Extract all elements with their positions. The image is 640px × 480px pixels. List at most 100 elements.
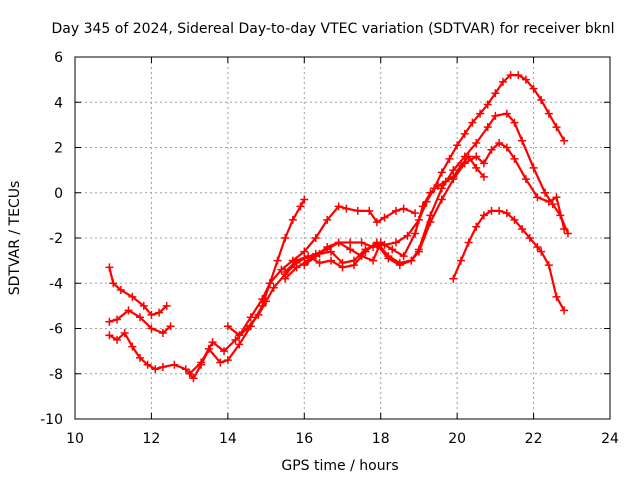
data-point bbox=[479, 159, 488, 168]
data-point bbox=[147, 324, 156, 333]
data-point bbox=[426, 218, 435, 227]
x-tick-labels: 10 12 14 16 18 20 22 24 bbox=[66, 431, 619, 447]
data-point bbox=[128, 342, 137, 351]
data-point bbox=[537, 247, 546, 256]
data-point bbox=[510, 215, 519, 224]
data-point bbox=[560, 224, 569, 233]
series-arc-8 bbox=[300, 152, 488, 270]
data-point bbox=[273, 256, 282, 265]
x-tick-label: 16 bbox=[295, 431, 313, 447]
data-point bbox=[189, 374, 198, 383]
data-point bbox=[357, 252, 366, 261]
data-point bbox=[223, 322, 232, 331]
data-point bbox=[563, 229, 572, 238]
data-point bbox=[502, 109, 511, 118]
data-point bbox=[376, 238, 385, 247]
x-tick-label: 18 bbox=[372, 431, 390, 447]
data-point bbox=[365, 206, 374, 215]
x-tick-label: 20 bbox=[448, 431, 466, 447]
data-point bbox=[541, 188, 550, 197]
data-point bbox=[510, 154, 519, 163]
data-point bbox=[105, 263, 114, 272]
data-point bbox=[552, 123, 561, 132]
data-point bbox=[281, 234, 290, 242]
series-line bbox=[284, 112, 570, 274]
data-point bbox=[158, 329, 167, 338]
series-arc-1 bbox=[105, 263, 171, 319]
data-point bbox=[499, 77, 507, 86]
data-point bbox=[334, 202, 343, 211]
series-line bbox=[108, 73, 566, 380]
data-point bbox=[392, 238, 400, 247]
data-point bbox=[445, 154, 454, 163]
data-point bbox=[476, 109, 485, 118]
data-point bbox=[468, 118, 477, 127]
series-line bbox=[452, 209, 566, 312]
data-point bbox=[342, 204, 351, 213]
data-point bbox=[223, 356, 232, 365]
data-point bbox=[537, 95, 546, 104]
data-point bbox=[560, 306, 569, 315]
data-point bbox=[518, 136, 527, 145]
data-point bbox=[346, 245, 355, 254]
data-point bbox=[464, 238, 473, 247]
series-arc-9 bbox=[449, 206, 569, 315]
data-point bbox=[265, 279, 274, 288]
data-point bbox=[392, 206, 400, 215]
data-point bbox=[258, 295, 267, 304]
y-tick-labels: -10 -8 -6 -4 -2 0 2 4 6 bbox=[40, 50, 63, 428]
data-point bbox=[533, 193, 542, 202]
data-point bbox=[384, 254, 393, 263]
data-point bbox=[506, 71, 515, 80]
data-point bbox=[403, 231, 412, 240]
data-point bbox=[300, 261, 309, 270]
data-point bbox=[139, 301, 148, 310]
series-arc-3 bbox=[105, 71, 569, 383]
data-point bbox=[525, 234, 534, 242]
data-point bbox=[518, 224, 527, 233]
data-point bbox=[483, 100, 492, 109]
data-point bbox=[411, 229, 420, 238]
data-point bbox=[552, 292, 561, 301]
data-point bbox=[395, 261, 404, 270]
data-point bbox=[327, 256, 336, 265]
series-line bbox=[108, 266, 168, 317]
data-point bbox=[109, 279, 118, 288]
data-point bbox=[281, 274, 290, 283]
data-point bbox=[143, 360, 152, 369]
data-point bbox=[514, 71, 523, 80]
x-axis-label: GPS time / hours bbox=[281, 458, 398, 474]
data-point bbox=[495, 206, 504, 215]
data-point bbox=[208, 338, 217, 347]
data-point bbox=[323, 215, 332, 224]
data-point bbox=[552, 193, 561, 202]
data-point bbox=[456, 256, 465, 265]
series-arc-4 bbox=[185, 195, 309, 378]
data-point bbox=[235, 331, 244, 340]
data-point bbox=[181, 365, 190, 374]
data-point bbox=[529, 163, 538, 172]
data-point bbox=[449, 274, 458, 283]
data-point bbox=[472, 138, 481, 147]
y-tick-label: -2 bbox=[49, 231, 63, 247]
data-point bbox=[456, 161, 465, 170]
data-point bbox=[170, 360, 179, 369]
data-point bbox=[388, 245, 397, 254]
chart-title: Day 345 of 2024, Sidereal Day-to-day VTE… bbox=[52, 21, 615, 37]
y-tick-label: -6 bbox=[49, 322, 63, 338]
data-point bbox=[216, 358, 225, 367]
data-point bbox=[166, 322, 175, 331]
data-point bbox=[349, 256, 358, 265]
data-point bbox=[472, 152, 481, 161]
series-line bbox=[284, 141, 566, 280]
y-tick-label: -10 bbox=[40, 412, 63, 428]
x-tick-label: 14 bbox=[219, 431, 237, 447]
data-point bbox=[399, 252, 408, 261]
data-point bbox=[113, 315, 122, 324]
data-point bbox=[124, 306, 133, 315]
data-point bbox=[472, 163, 481, 172]
data-point bbox=[151, 365, 160, 374]
data-point bbox=[426, 188, 435, 197]
data-point bbox=[449, 172, 458, 181]
